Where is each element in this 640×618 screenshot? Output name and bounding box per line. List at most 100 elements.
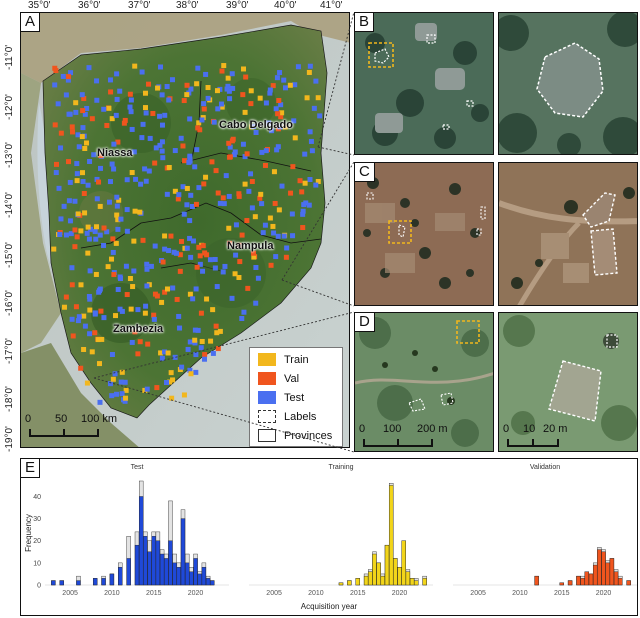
inset-d-scale-20m: 20 m	[543, 423, 568, 435]
sample-square	[72, 198, 78, 204]
scalebar-label-50: 50	[55, 413, 68, 425]
sample-square	[119, 369, 125, 375]
sample-square	[233, 252, 239, 258]
sample-square	[143, 110, 149, 116]
sample-square	[98, 308, 104, 314]
sample-square	[250, 123, 256, 129]
sample-square	[87, 307, 93, 313]
sample-square	[124, 228, 130, 234]
sample-square	[113, 313, 119, 319]
sample-square	[162, 233, 168, 239]
sample-square	[187, 235, 193, 241]
bar-value	[168, 540, 173, 586]
sample-square	[144, 261, 150, 267]
sample-square	[251, 254, 257, 260]
bar-value	[576, 575, 581, 586]
sample-square	[239, 316, 245, 321]
sample-square	[218, 101, 224, 107]
sample-square	[249, 205, 255, 211]
bar-value	[376, 562, 381, 586]
sample-square	[181, 211, 187, 217]
sample-square	[85, 250, 91, 256]
sample-square	[253, 300, 259, 306]
sample-square	[213, 323, 219, 329]
province-label-nampula: Nampula	[227, 240, 274, 252]
y-tick-label: 40	[33, 494, 41, 501]
sample-square	[81, 95, 87, 101]
sample-square	[114, 203, 120, 209]
legend-item-test: Test	[250, 388, 342, 407]
sample-square	[171, 249, 177, 255]
sample-square	[275, 111, 281, 117]
sample-square	[217, 328, 223, 334]
sample-square	[106, 105, 112, 111]
sample-square	[277, 70, 283, 76]
sample-square	[74, 234, 80, 240]
sample-square	[139, 135, 145, 141]
sample-square	[193, 369, 199, 375]
sample-square	[75, 211, 81, 217]
sample-square	[78, 365, 84, 371]
sample-square	[159, 139, 165, 145]
sample-square	[162, 112, 168, 118]
sample-square	[67, 179, 73, 185]
sample-square	[142, 90, 148, 96]
sample-square	[230, 85, 236, 91]
sample-square	[160, 259, 166, 265]
sample-square	[101, 225, 107, 231]
bar-value	[580, 578, 585, 586]
sample-square	[259, 201, 265, 207]
sample-square	[199, 338, 205, 344]
sample-square	[214, 88, 220, 94]
sample-square	[79, 92, 85, 98]
sample-square	[63, 294, 69, 300]
sample-square	[65, 77, 71, 83]
sample-square	[166, 97, 172, 103]
sample-square	[123, 263, 129, 269]
sample-square	[209, 159, 215, 165]
sample-square	[237, 259, 243, 265]
sample-square	[219, 68, 225, 74]
sample-square	[188, 254, 194, 260]
sample-square	[244, 218, 250, 224]
sample-square	[283, 85, 289, 91]
sample-square	[270, 223, 276, 229]
y-tick-label: 20	[33, 538, 41, 545]
sample-square	[172, 148, 178, 154]
inset-d-scale-0-right: 0	[503, 423, 510, 435]
lon-tick: 38°0'	[176, 0, 199, 11]
sample-square	[151, 316, 157, 322]
sample-square	[97, 232, 103, 238]
sample-square	[292, 135, 298, 141]
lat-tick: -15°0'	[4, 242, 15, 268]
sample-square	[158, 64, 164, 70]
sample-square	[292, 82, 298, 88]
sample-square	[176, 313, 182, 319]
bar-value	[355, 578, 360, 586]
histogram-chart: Frequency Test 0 10 20 30 40 2005 2010 2015 2020 Tr…	[24, 464, 637, 611]
bar-value	[414, 580, 419, 586]
sample-square	[220, 269, 226, 275]
sample-square	[187, 154, 193, 160]
sample-square	[215, 106, 221, 112]
sample-square	[101, 106, 107, 112]
sample-square	[266, 120, 272, 126]
sample-square	[252, 214, 258, 220]
sample-square	[78, 282, 84, 288]
sample-square	[267, 87, 273, 93]
bar-value	[401, 540, 406, 586]
sample-square	[278, 102, 284, 108]
sample-square	[257, 95, 263, 101]
bar-value	[384, 544, 390, 586]
sample-square	[115, 139, 121, 145]
sample-square	[262, 162, 268, 168]
sample-square	[142, 166, 148, 172]
sample-square	[124, 292, 130, 298]
panel-label-a: A	[20, 12, 41, 32]
x-tick-label: 2010	[512, 590, 528, 597]
lat-tick: -19°0'	[4, 426, 15, 452]
panel-label-d: D	[354, 312, 375, 332]
sample-square	[94, 224, 100, 230]
sample-square	[160, 155, 166, 161]
bar-value	[409, 578, 415, 586]
